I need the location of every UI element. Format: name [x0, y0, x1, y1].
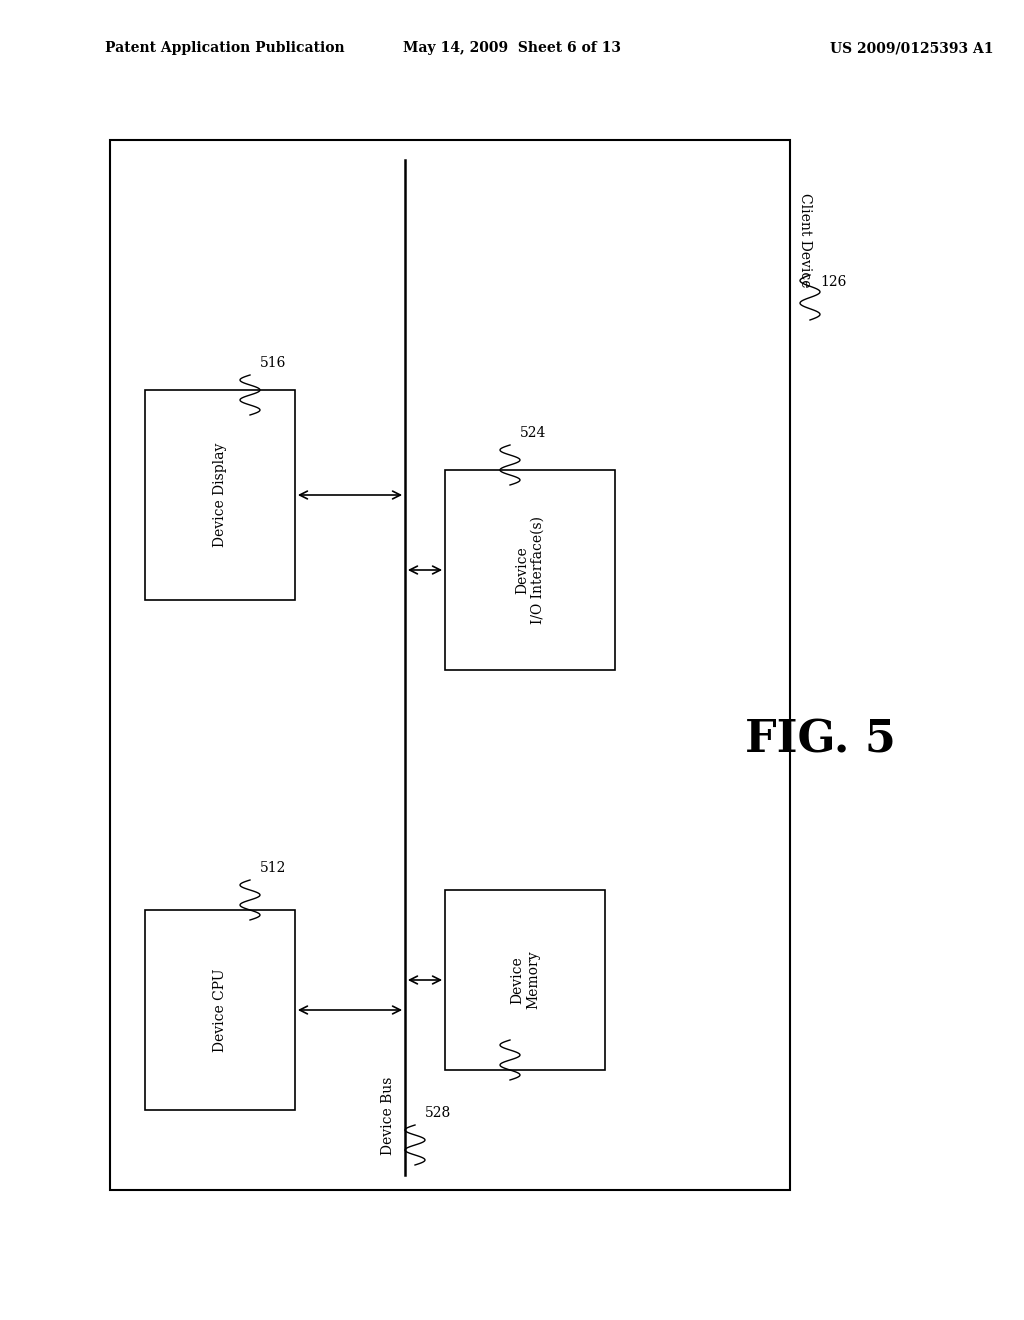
- Text: Client Device: Client Device: [798, 193, 812, 288]
- Text: 516: 516: [260, 356, 287, 370]
- Text: 528: 528: [425, 1106, 452, 1119]
- Bar: [445, 890, 605, 1071]
- Text: US 2009/0125393 A1: US 2009/0125393 A1: [830, 41, 994, 55]
- Text: Patent Application Publication: Patent Application Publication: [105, 41, 345, 55]
- Text: 520: 520: [520, 1020, 546, 1035]
- Text: 512: 512: [260, 861, 287, 875]
- Text: May 14, 2009  Sheet 6 of 13: May 14, 2009 Sheet 6 of 13: [403, 41, 621, 55]
- Text: Device Display: Device Display: [213, 442, 227, 548]
- Text: FIG. 5: FIG. 5: [744, 718, 895, 762]
- Text: Device
I/O Interface(s): Device I/O Interface(s): [515, 516, 545, 624]
- Text: Device
Memory: Device Memory: [510, 950, 540, 1010]
- Bar: [145, 389, 295, 601]
- Bar: [145, 909, 295, 1110]
- Text: 524: 524: [520, 426, 547, 440]
- Bar: [445, 470, 615, 671]
- Text: Device Bus: Device Bus: [381, 1077, 395, 1155]
- Text: Device CPU: Device CPU: [213, 969, 227, 1052]
- Bar: [110, 140, 790, 1191]
- Text: 126: 126: [820, 275, 847, 289]
